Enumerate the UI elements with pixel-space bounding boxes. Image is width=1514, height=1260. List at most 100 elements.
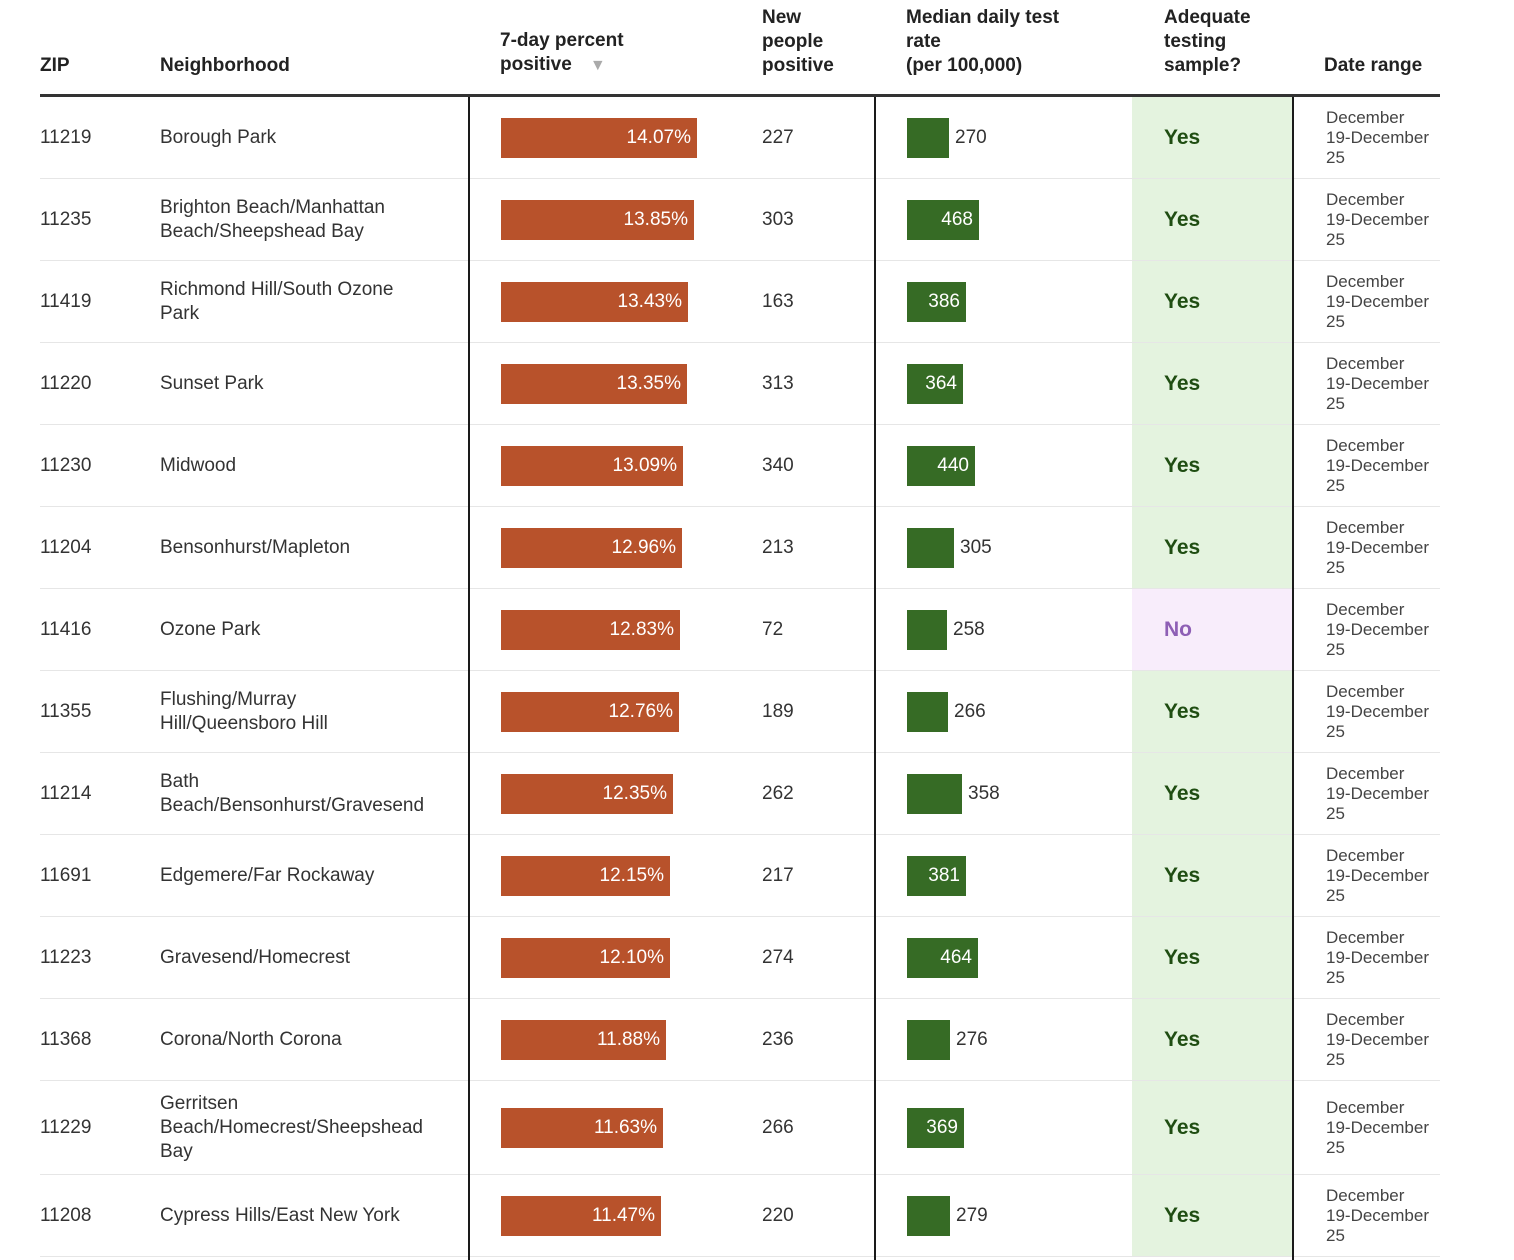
percent-positive-cell: 12.76% (501, 671, 731, 753)
date-range-line: 19-December (1326, 1030, 1429, 1049)
neighborhood-line: Corona/North Corona (160, 1029, 342, 1050)
percent-positive-label: 13.09% (612, 455, 677, 476)
test-rate-cell: 364 (907, 343, 1127, 425)
test-rate-cell: 386 (907, 261, 1127, 343)
date-range-line: 25 (1326, 558, 1345, 577)
table-row: 11230 Midwood 13.09% 340 440 Yes December 19-De… (40, 425, 1440, 507)
date-range-line: 25 (1326, 722, 1345, 741)
table-row: 11214 Bath Beach/Bensonhurst/Gravesend 12.3… (40, 753, 1440, 835)
neighborhood-cell: Sunset Park (160, 343, 460, 425)
adequate-yes-cell: Yes (1132, 999, 1292, 1081)
date-range-line: December (1326, 764, 1405, 783)
date-range-line: 25 (1326, 968, 1345, 987)
neighborhood-line: Brighton Beach/Manhattan (160, 197, 385, 218)
adequate-label: No (1164, 618, 1192, 641)
adequate-no-cell: No (1132, 589, 1292, 671)
new-positive-cell: 266 (762, 1117, 794, 1138)
date-range-line: December (1326, 272, 1405, 291)
header-percent-positive-line: 7-day percent (500, 30, 624, 51)
neighborhood-cell: Edgemere/Far Rockaway (160, 835, 460, 917)
neighborhood-line: Cypress Hills/East New York (160, 1205, 400, 1226)
neighborhood-cell: Bensonhurst/Mapleton (160, 507, 460, 589)
percent-positive-label: 13.35% (616, 373, 681, 394)
table-row: 11419 Richmond Hill/South Ozone Park 13.43%… (40, 261, 1440, 343)
adequate-yes-cell: Yes (1132, 97, 1292, 179)
date-range-cell: December 19-December 25 (1326, 261, 1440, 343)
new-positive-cell: 220 (762, 1205, 794, 1226)
header-neighborhood[interactable]: Neighborhood (160, 0, 460, 96)
row-separator (40, 670, 1440, 671)
row-separator (40, 342, 1440, 343)
date-range-line: 19-December (1326, 1206, 1429, 1225)
table-row: 11208 Cypress Hills/East New York 11.47% 22… (40, 1175, 1440, 1257)
date-range-cell: December 19-December 25 (1326, 753, 1440, 835)
header-new-positive[interactable]: New people positive (762, 0, 872, 96)
adequate-label: Yes (1164, 208, 1201, 231)
zip-cell: 11220 (40, 373, 92, 394)
sort-descending-icon[interactable]: ▼ (589, 57, 606, 74)
test-rate-cell: 440 (907, 425, 1127, 507)
date-range-cell: December 19-December 25 (1326, 1175, 1440, 1257)
percent-positive-cell: 12.96% (501, 507, 731, 589)
header-test-rate-line: (per 100,000) (906, 55, 1023, 76)
percent-positive-label: 12.15% (599, 865, 664, 886)
percent-positive-cell: 11.47% (501, 1175, 731, 1257)
date-range-line: December (1326, 846, 1405, 865)
test-rate-label: 364 (925, 373, 957, 394)
percent-positive-bar: 13.43% (501, 282, 688, 322)
percent-positive-bar: 13.85% (501, 200, 694, 240)
test-rate-label: 266 (954, 701, 986, 722)
new-positive-cell: 274 (762, 947, 794, 968)
column-divider (1292, 97, 1294, 1260)
row-separator (40, 834, 1440, 835)
header-test-rate-line: rate (906, 31, 941, 52)
adequate-label: Yes (1164, 1204, 1201, 1227)
row-separator (40, 1174, 1440, 1175)
neighborhood-line: Hill/Queensboro Hill (160, 713, 328, 734)
neighborhood-line: Flushing/Murray (160, 689, 297, 710)
adequate-label: Yes (1164, 126, 1201, 149)
date-range-line: 19-December (1326, 1118, 1429, 1137)
percent-positive-cell: 13.09% (501, 425, 731, 507)
adequate-label: Yes (1164, 536, 1201, 559)
neighborhood-cell: Brighton Beach/Manhattan Beach/Sheepshead… (160, 179, 460, 261)
header-percent-positive[interactable]: 7-day percent positive ▼ (500, 0, 730, 96)
neighborhood-cell: Gerritsen Beach/Homecrest/Sheepshead Bay (160, 1081, 460, 1175)
test-rate-bar (907, 610, 947, 650)
percent-positive-cell: 13.85% (501, 179, 731, 261)
date-range-line: December (1326, 682, 1405, 701)
row-separator (40, 1080, 1440, 1081)
zip-cell: 11214 (40, 783, 92, 804)
adequate-yes-cell: Yes (1132, 1175, 1292, 1257)
row-separator (40, 1256, 1440, 1257)
test-rate-label: 305 (960, 537, 992, 558)
percent-positive-cell: 13.35% (501, 343, 731, 425)
new-positive-cell: 313 (762, 373, 794, 394)
table-row: 11368 Corona/North Corona 11.88% 236 276 Yes D… (40, 999, 1440, 1081)
new-positive-cell: 303 (762, 209, 794, 230)
zip-cell: 11204 (40, 537, 92, 558)
test-rate-label: 270 (955, 127, 987, 148)
row-separator (40, 178, 1440, 179)
date-range-line: 19-December (1326, 456, 1429, 475)
header-adequate[interactable]: Adequate testing sample? (1164, 0, 1304, 96)
date-range-cell: December 19-December 25 (1326, 425, 1440, 507)
new-positive-cell: 262 (762, 783, 794, 804)
test-rate-label: 279 (956, 1205, 988, 1226)
percent-positive-label: 14.07% (626, 127, 691, 148)
neighborhood-cell: Gravesend/Homecrest (160, 917, 460, 999)
percent-positive-cell: 11.88% (501, 999, 731, 1081)
header-date-range[interactable]: Date range (1324, 0, 1440, 96)
date-range-cell: December 19-December 25 (1326, 835, 1440, 917)
header-test-rate[interactable]: Median daily test rate (per 100,000) (906, 0, 1126, 96)
neighborhood-cell: Corona/North Corona (160, 999, 460, 1081)
neighborhood-line: Borough Park (160, 127, 277, 148)
header-percent-positive-line: positive (500, 54, 572, 75)
test-rate-bar: 364 (907, 364, 963, 404)
percent-positive-cell: 14.07% (501, 97, 731, 179)
test-rate-label: 258 (953, 619, 985, 640)
header-date-range-label: Date range (1324, 55, 1423, 76)
row-separator (40, 506, 1440, 507)
test-rate-cell: 381 (907, 835, 1127, 917)
header-zip[interactable]: ZIP (40, 0, 150, 96)
